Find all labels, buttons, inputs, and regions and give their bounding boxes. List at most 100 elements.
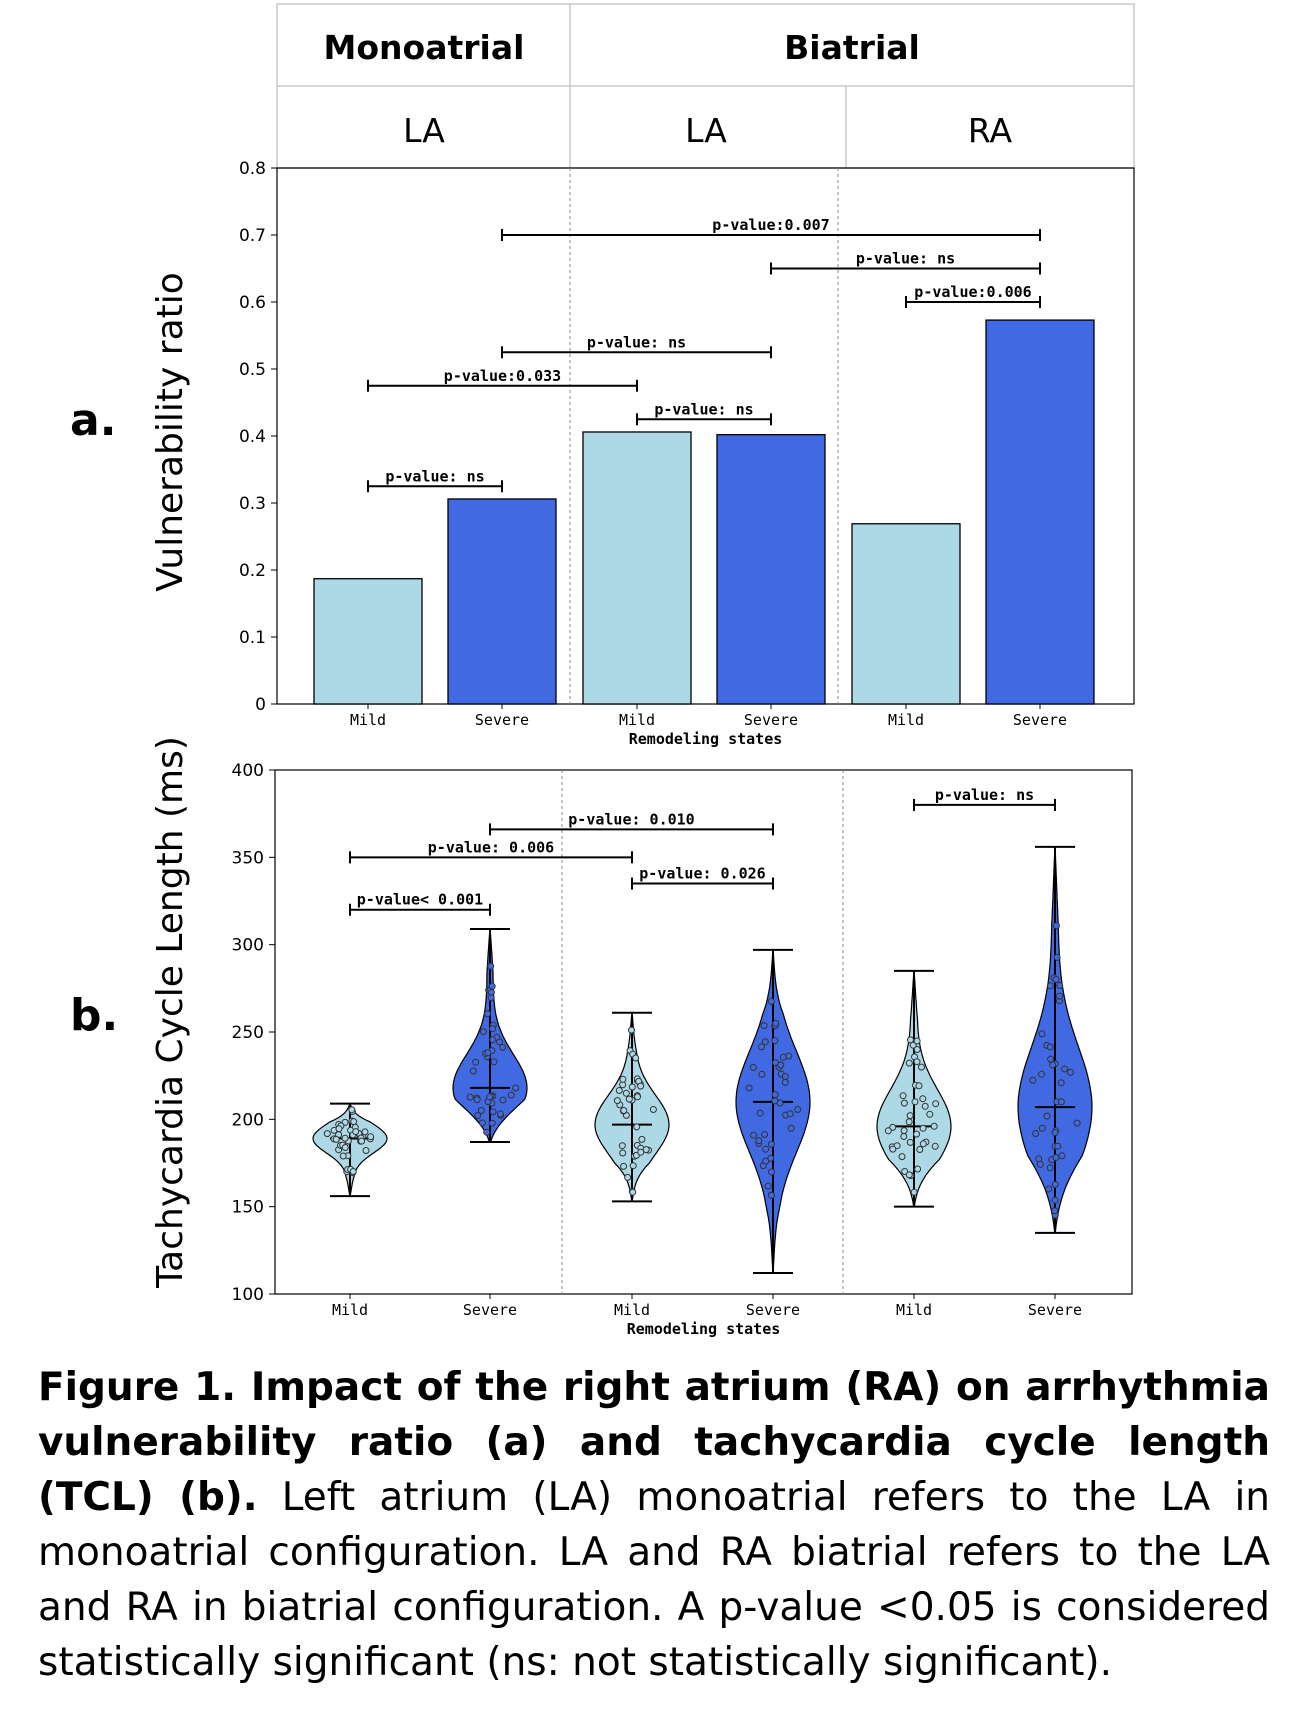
data-point (637, 1082, 645, 1090)
data-point (1051, 1207, 1059, 1215)
data-point (323, 1130, 331, 1138)
data-point (335, 1125, 343, 1133)
data-point (914, 1165, 922, 1173)
data-point (362, 1147, 370, 1154)
data-point (918, 1063, 925, 1071)
caption-text: Left atrium (LA) monoatrial refers to th… (38, 1475, 1270, 1685)
data-point (1052, 976, 1060, 983)
data-point (913, 1046, 921, 1053)
data-point (479, 1119, 486, 1127)
pvalue-label: p-value: ns (654, 400, 753, 418)
data-point (919, 1124, 927, 1132)
data-point (341, 1144, 349, 1151)
data-point (762, 1145, 770, 1153)
data-point (1067, 1068, 1074, 1076)
x-tick-label: Mild (350, 711, 386, 729)
data-point (787, 1124, 795, 1132)
y-tick-label: 0 (255, 695, 266, 715)
data-point (910, 1188, 918, 1196)
y-tick-label: 0.2 (239, 561, 266, 581)
data-point (919, 1095, 927, 1103)
data-point (916, 1146, 924, 1153)
x-tick-label: Severe (746, 1301, 800, 1319)
data-point (637, 1148, 645, 1156)
data-point (490, 1058, 498, 1066)
data-point (907, 1036, 914, 1044)
data-point (919, 1140, 927, 1148)
data-point (781, 1078, 789, 1086)
data-point (619, 1149, 627, 1157)
data-point (633, 1123, 641, 1131)
data-point (361, 1128, 369, 1136)
pvalue-label: p-value: ns (385, 467, 484, 485)
data-point (486, 1093, 494, 1101)
data-point (507, 1091, 515, 1099)
data-point (628, 1026, 635, 1034)
y-tick-label: 250 (232, 1023, 264, 1043)
data-point (1053, 953, 1061, 961)
data-point (1032, 1130, 1040, 1137)
pvalue-label: p-value:0.006 (914, 283, 1031, 301)
pvalue-label: p-value: 0.026 (639, 865, 765, 883)
y-tick-label: 400 (232, 761, 264, 781)
data-point (913, 1037, 921, 1045)
y-tick-label: 200 (232, 1110, 264, 1130)
data-point (484, 1010, 491, 1018)
pvalue-label: p-value: ns (587, 333, 686, 351)
data-point (909, 1041, 917, 1049)
data-point (1046, 982, 1054, 990)
data-point (1036, 1160, 1044, 1168)
data-point (756, 1109, 764, 1117)
data-point (469, 1067, 477, 1075)
data-point (1047, 1055, 1055, 1063)
data-point (913, 1130, 921, 1138)
data-point (1051, 1196, 1059, 1204)
y-tick-label: 0.4 (239, 427, 266, 447)
tcl-violin-chart: 100 150 200 250 300 350 400 Mild Severe Mild Sever… (232, 761, 1133, 1338)
data-point (758, 1043, 765, 1051)
data-point (767, 1191, 775, 1199)
data-point (901, 1168, 909, 1175)
data-point (884, 1127, 892, 1135)
pvalue-label: p-value: ns (856, 250, 955, 268)
data-point (477, 1107, 485, 1114)
data-point (350, 1118, 358, 1126)
data-point (761, 1038, 769, 1046)
pvalue-label: p-value: 0.006 (428, 838, 554, 856)
data-point (488, 1119, 496, 1127)
data-point (911, 1098, 919, 1106)
data-point (642, 1146, 650, 1154)
x-tick-label: Severe (1028, 1301, 1082, 1319)
data-point (1057, 1098, 1065, 1106)
data-point (488, 982, 496, 990)
data-point (900, 1133, 908, 1140)
bar-severe (447, 498, 557, 705)
data-point (613, 1097, 621, 1105)
data-point (618, 1142, 626, 1150)
data-point (341, 1134, 349, 1142)
data-point (487, 962, 495, 970)
y-tick-label: 0.8 (239, 159, 266, 179)
data-point (1053, 922, 1060, 930)
data-point (764, 1182, 772, 1190)
x-tick-label: Severe (475, 711, 529, 729)
data-point (629, 1162, 637, 1170)
data-point (1045, 1185, 1053, 1193)
panel-b-ylabel: Tachycardia Cycle Length (ms) (150, 736, 191, 1289)
x-tick-label: Mild (896, 1301, 932, 1319)
header-la-mono: LA (403, 111, 445, 150)
data-point (1049, 1061, 1057, 1069)
data-point (339, 1152, 347, 1160)
x-tick-label: Mild (614, 1301, 650, 1319)
data-point (1051, 1181, 1059, 1188)
y-tick-label: 0.3 (239, 494, 266, 514)
data-point (781, 1073, 789, 1080)
data-point (906, 1138, 914, 1146)
bar-mild (313, 578, 423, 705)
data-point (472, 1058, 480, 1066)
data-point (905, 1059, 913, 1067)
data-point (889, 1145, 897, 1153)
data-point (496, 1110, 504, 1118)
data-point (634, 1093, 641, 1101)
y-tick-label: 300 (232, 936, 264, 956)
